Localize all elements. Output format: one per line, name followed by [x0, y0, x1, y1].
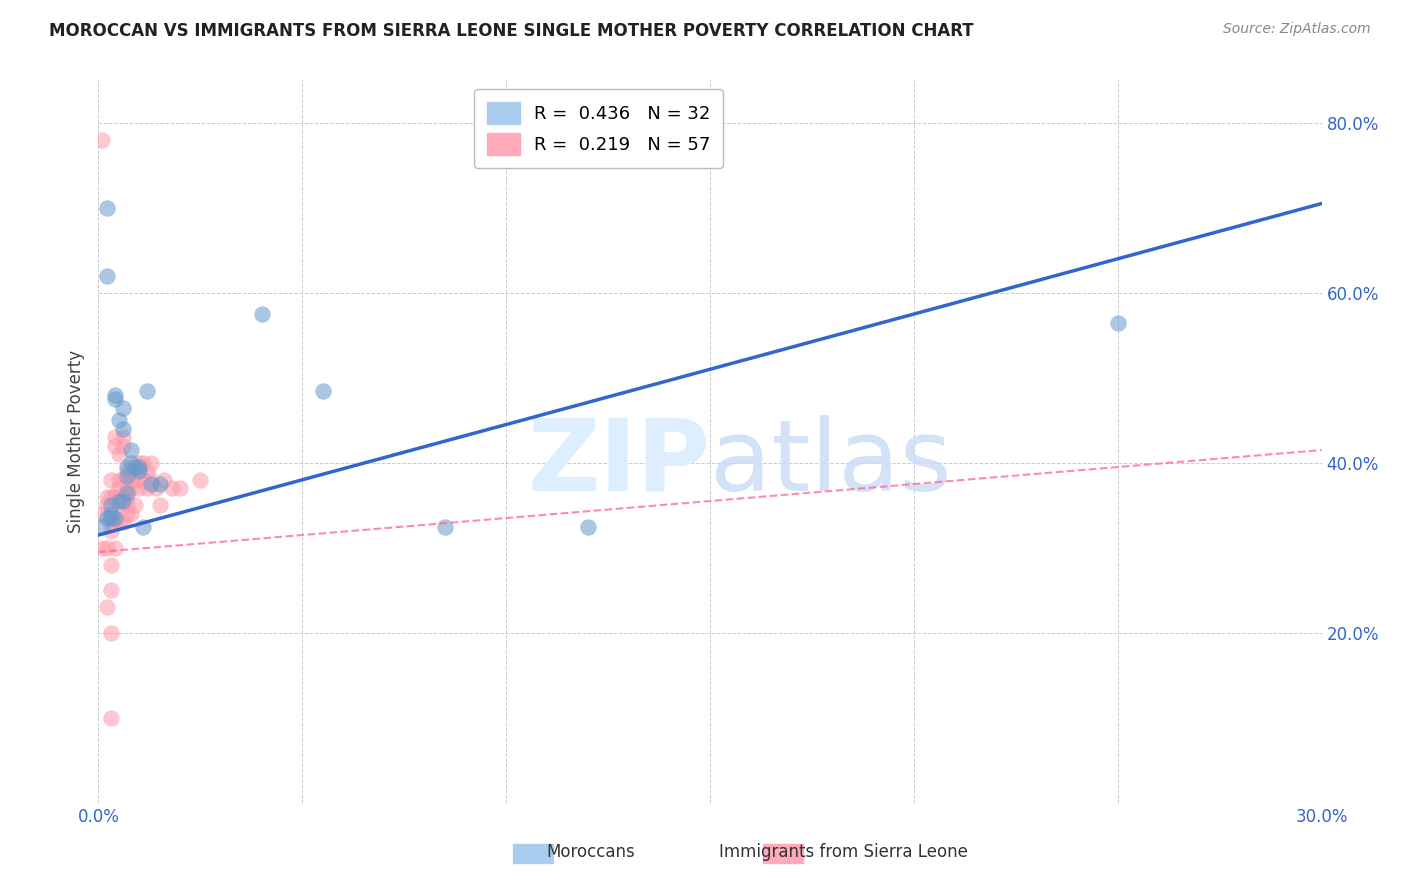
Point: [124, 464, 146, 478]
Point: [91, 519, 114, 533]
Point: [115, 464, 138, 478]
Point: [128, 456, 150, 470]
Point: [108, 447, 131, 461]
Point: [104, 392, 127, 406]
Point: [145, 481, 167, 495]
Point: [104, 430, 127, 444]
Point: [124, 460, 146, 475]
Point: [111, 401, 134, 415]
Point: [149, 498, 172, 512]
Text: Immigrants from Sierra Leone: Immigrants from Sierra Leone: [718, 843, 969, 861]
Point: [115, 485, 138, 500]
Point: [100, 583, 122, 598]
Point: [120, 443, 142, 458]
Point: [111, 430, 134, 444]
Point: [108, 481, 131, 495]
Point: [111, 422, 134, 436]
Point: [136, 481, 159, 495]
Point: [136, 464, 159, 478]
Point: [91, 133, 114, 147]
Point: [115, 468, 138, 483]
Point: [115, 460, 138, 475]
Point: [136, 384, 159, 398]
Point: [149, 477, 172, 491]
Point: [434, 519, 457, 533]
Point: [141, 456, 163, 470]
Point: [96, 490, 118, 504]
Point: [576, 519, 599, 533]
Point: [1107, 316, 1129, 330]
Point: [169, 481, 191, 495]
Text: ZIP: ZIP: [527, 415, 710, 512]
Point: [104, 541, 127, 555]
Point: [104, 511, 127, 525]
Point: [111, 490, 134, 504]
Point: [96, 511, 118, 525]
Point: [100, 490, 122, 504]
Point: [100, 625, 122, 640]
Y-axis label: Single Mother Poverty: Single Mother Poverty: [66, 350, 84, 533]
Legend: R =  0.436   N = 32, R =  0.219   N = 57: R = 0.436 N = 32, R = 0.219 N = 57: [474, 89, 723, 168]
Point: [115, 481, 138, 495]
Point: [250, 307, 273, 321]
Point: [141, 477, 163, 491]
Point: [115, 507, 138, 521]
Text: Source: ZipAtlas.com: Source: ZipAtlas.com: [1223, 22, 1371, 37]
Point: [120, 473, 142, 487]
Point: [111, 516, 134, 530]
Point: [128, 481, 150, 495]
Point: [120, 456, 142, 470]
Point: [104, 388, 127, 402]
Point: [100, 711, 122, 725]
Point: [108, 473, 131, 487]
Point: [120, 507, 142, 521]
Point: [128, 460, 150, 475]
Point: [100, 524, 122, 538]
Point: [124, 473, 146, 487]
Point: [96, 498, 118, 512]
Point: [104, 490, 127, 504]
Text: MOROCCAN VS IMMIGRANTS FROM SIERRA LEONE SINGLE MOTHER POVERTY CORRELATION CHART: MOROCCAN VS IMMIGRANTS FROM SIERRA LEONE…: [49, 22, 974, 40]
Point: [100, 511, 122, 525]
Point: [91, 541, 114, 555]
Point: [104, 516, 127, 530]
Point: [111, 473, 134, 487]
Text: atlas: atlas: [710, 415, 952, 512]
Point: [96, 600, 118, 615]
Point: [91, 507, 114, 521]
Point: [100, 473, 122, 487]
Point: [160, 481, 183, 495]
Point: [108, 494, 131, 508]
Point: [96, 541, 118, 555]
Point: [132, 519, 155, 533]
Point: [100, 498, 122, 512]
Point: [100, 558, 122, 572]
Text: Moroccans: Moroccans: [546, 843, 636, 861]
Point: [141, 473, 163, 487]
Point: [111, 494, 134, 508]
Point: [132, 473, 155, 487]
Point: [128, 464, 150, 478]
Point: [312, 384, 335, 398]
Point: [115, 490, 138, 504]
Point: [100, 516, 122, 530]
Point: [108, 413, 131, 427]
Point: [104, 490, 127, 504]
Point: [120, 481, 142, 495]
Point: [132, 456, 155, 470]
Point: [104, 439, 127, 453]
Point: [96, 201, 118, 215]
Point: [108, 498, 131, 512]
Point: [188, 473, 212, 487]
Point: [115, 498, 138, 512]
Point: [100, 507, 122, 521]
Point: [111, 439, 134, 453]
Point: [124, 498, 146, 512]
Point: [128, 464, 150, 478]
Point: [108, 516, 131, 530]
Point: [152, 473, 174, 487]
Point: [96, 268, 118, 283]
